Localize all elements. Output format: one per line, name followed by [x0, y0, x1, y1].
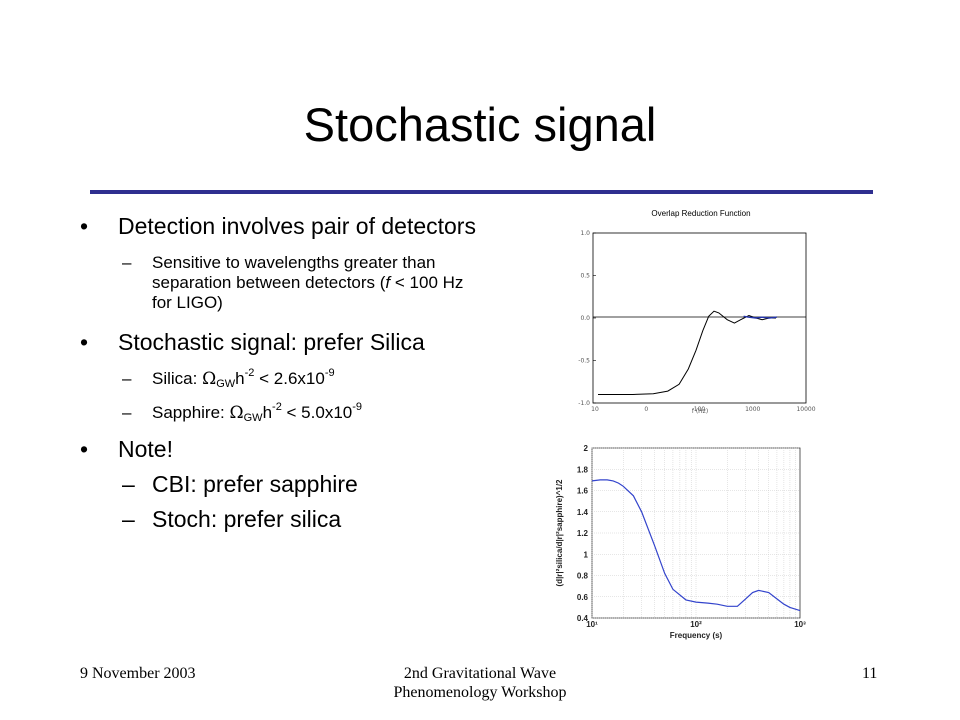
dash-mark: – [122, 471, 135, 497]
chart2-y-tick-label: 0.8 [577, 572, 589, 581]
ratio-chart: 2 1.8 1.6 1.4 1.2 1 0.8 0.6 0.4 10¹ 10² 10³ Freque… [555, 444, 806, 640]
bullet-detection: • Detection involves pair of detectors [80, 213, 480, 240]
subbullet-stoch: – Stoch: prefer silica [80, 506, 480, 533]
subbullet-text-post: < 100 Hz for LIGO) [152, 273, 464, 312]
chart2-x-tick-label: 10² [690, 620, 702, 629]
bullet-text: Detection involves pair of detectors [118, 213, 476, 239]
footer-event-line1: 2nd Gravitational Wave [403, 665, 557, 682]
overlap-reduction-chart: Overlap Reduction Function 1.0 0.5 0.0 -0.5… [578, 209, 816, 415]
chart2-y-tick-label: 0.6 [577, 593, 589, 602]
chart1-series-line [743, 315, 777, 319]
title-underline [90, 190, 873, 194]
chart2-y-ticks: 2 1.8 1.6 1.4 1.2 1 0.8 0.6 0.4 [577, 444, 589, 623]
footer-event-line2: Phenomenology Workshop [393, 684, 567, 701]
chart2-grid [591, 447, 800, 619]
subbullet-cbi: – CBI: prefer sapphire [80, 471, 480, 498]
bullet-note: • Note! [80, 436, 480, 463]
omega-symbol: Ω [202, 369, 217, 389]
chart1-x-tick-label: 1000 [745, 406, 760, 413]
chart1-y-tick-label: 0.5 [580, 273, 590, 280]
bullet-stochastic: • Stochastic signal: prefer Silica [80, 329, 480, 356]
gw-subscript: GW [216, 378, 236, 390]
chart2-xlabel: Frequency (s) [670, 631, 723, 640]
subbullet-sapphire: – Sapphire: ΩGWh-2 < 5.0x10-9 [80, 401, 480, 424]
chart1-y-ticks: 1.0 0.5 0.0 -0.5 -1.0 [578, 230, 596, 407]
chart2-x-tick-label: 10³ [794, 620, 806, 629]
chart2-y-tick-label: 0.4 [577, 614, 589, 623]
chart1-x-tick-label: 100 [694, 406, 706, 413]
chart2-y-tick-label: 1 [584, 550, 589, 559]
chart2-x-tick-label: 10¹ [586, 620, 598, 629]
bullet-mark: • [80, 436, 89, 462]
chart2-ylabel: (d|r|²silica/d|r|²sapphire)^1/2 [555, 479, 564, 587]
subbullet-text-pre: Sensitive to wavelengths greater than se… [152, 253, 436, 292]
chart2-y-tick-label: 1.8 [577, 465, 589, 474]
bullet-mark: • [80, 329, 89, 355]
sapphire-limit: < 5.0x10 [281, 403, 353, 422]
chart1-x-tick-label: 10 [591, 406, 599, 413]
chart2-y-tick-label: 2 [584, 444, 589, 453]
chart1-y-tick-label: 0.0 [580, 315, 590, 322]
dash-mark: – [122, 369, 132, 388]
chart1-y-tick-label: -0.5 [578, 358, 590, 365]
omega-symbol: Ω [229, 403, 244, 423]
sapphire-limit-exponent: -9 [352, 401, 363, 413]
chart1-y-tick-label: -1.0 [578, 400, 590, 407]
slide-title: Stochastic signal [303, 98, 657, 151]
chart1-series-line [598, 310, 776, 395]
bullet-mark: • [80, 213, 89, 239]
silica-label: Silica: [152, 369, 203, 388]
chart1-x-tick-label: 0 [644, 406, 648, 413]
bullet-list: • Detection involves pair of detectors –… [80, 210, 480, 533]
subbullet-wavelengths: – Sensitive to wavelengths greater than … [80, 253, 480, 313]
chart1-x-tick-label: 10000 [796, 406, 815, 413]
footer-date: 9 November 2003 [80, 665, 196, 682]
chart2-series [591, 479, 801, 612]
h-exponent: -2 [272, 401, 282, 413]
dash-mark: – [122, 506, 135, 532]
chart2-y-tick-label: 1.6 [577, 487, 589, 496]
dash-mark: – [122, 253, 132, 272]
silica-limit: < 2.6x10 [254, 369, 325, 388]
chart1-series [598, 310, 777, 395]
silica-limit-exponent: -9 [324, 367, 335, 379]
chart1-xlabel: f (Hz) [692, 408, 708, 415]
dash-mark: – [122, 403, 132, 422]
bullet-text: Stochastic signal: prefer Silica [118, 329, 425, 355]
gw-subscript: GW [243, 412, 263, 424]
chart2-x-ticks: 10¹ 10² 10³ [586, 620, 806, 629]
chart2-y-tick-label: 1.2 [577, 529, 589, 538]
chart2-y-tick-label: 1.4 [577, 508, 589, 517]
chart1-x-ticks: 10 0 100 1000 10000 [591, 406, 816, 413]
subbullet-text: Stoch: prefer silica [152, 506, 342, 532]
subbullet-silica: – Silica: ΩGWh-2 < 2.6x10-9 [80, 367, 480, 390]
chart1-y-tick-label: 1.0 [580, 230, 590, 237]
sapphire-label: Sapphire: [152, 403, 230, 422]
chart1-title: Overlap Reduction Function [651, 209, 750, 218]
h-exponent: -2 [244, 367, 255, 379]
footer-event: 2nd Gravitational Wave Phenomenology Wor… [330, 664, 630, 702]
page-number: 11 [862, 665, 878, 682]
frequency-symbol: f [385, 273, 391, 292]
h-symbol: h [262, 403, 273, 422]
h-symbol: h [235, 369, 245, 388]
subbullet-text: CBI: prefer sapphire [152, 471, 358, 497]
chart2-series-line [591, 479, 801, 612]
bullet-text: Note! [118, 436, 173, 462]
